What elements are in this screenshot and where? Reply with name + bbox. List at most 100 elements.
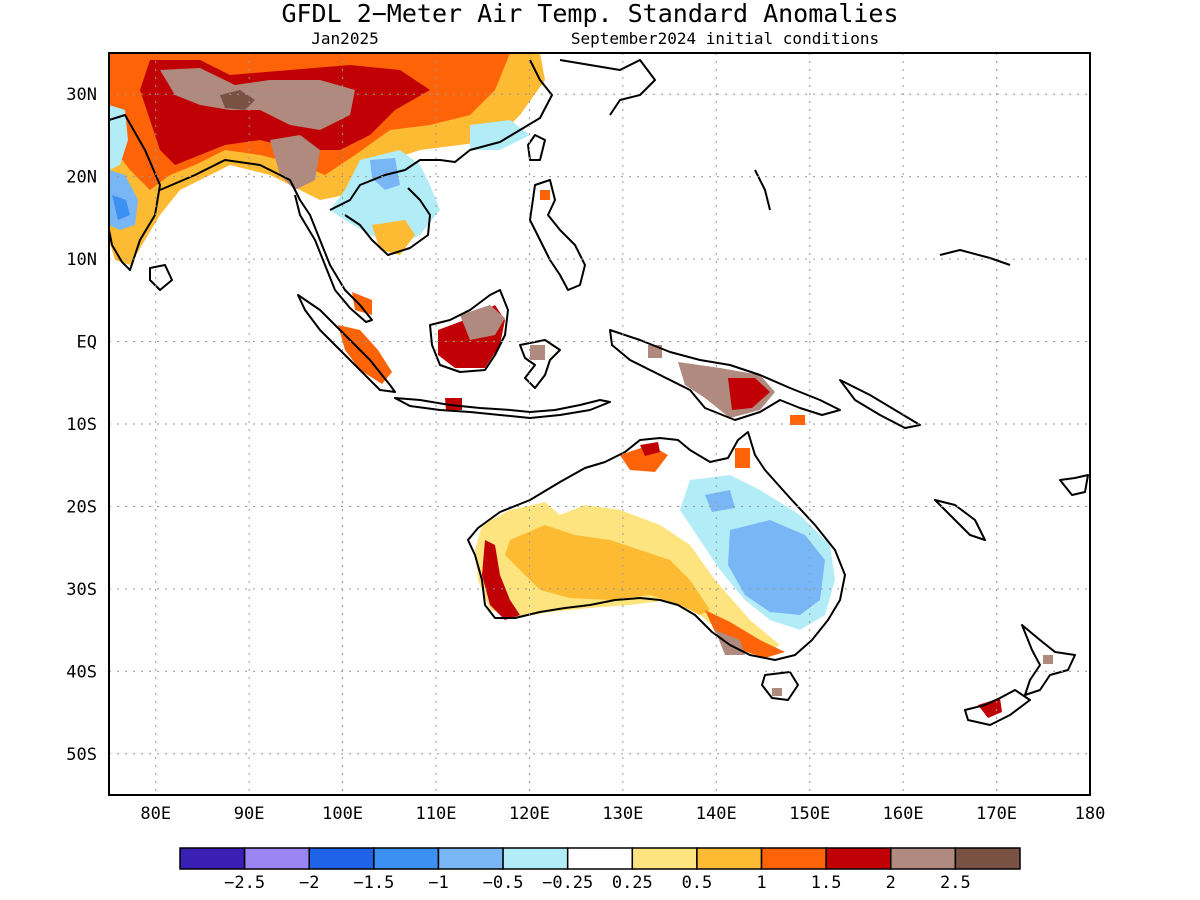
colorbar-swatch-0 bbox=[179, 847, 246, 870]
colorbar-legend bbox=[179, 847, 1021, 870]
colorbar-tick-labels: −2.5 −2 −1.5 −1 −0.5 −0.25 0.25 0.5 1 1.5 2 2.5 bbox=[224, 873, 971, 893]
coast-indochina-china bbox=[329, 59, 553, 211]
latitude-axis-labels: 30N 20N 10N EQ 10S 20S 30S 40S 50S bbox=[66, 85, 97, 765]
map-title: GFDL 2−Meter Air Temp. Standard Anomalie… bbox=[281, 0, 898, 28]
lon-label-140: 140E bbox=[696, 804, 737, 824]
colorbar-swatch-6 bbox=[566, 847, 634, 870]
coast-sri-lanka bbox=[149, 264, 173, 291]
lon-label-150: 150E bbox=[789, 804, 830, 824]
anomaly-india-cold bbox=[112, 195, 130, 220]
anomaly-india-cool bbox=[109, 105, 128, 170]
lon-label-120: 120E bbox=[509, 804, 550, 824]
coast-new-guinea bbox=[609, 329, 841, 421]
colorbar-tick-9: 1.5 bbox=[811, 873, 842, 893]
longitude-axis-labels: 80E 90E 100E 110E 120E 130E 140E 150E 160E 170E 18… bbox=[140, 804, 1105, 824]
coast-taiwan bbox=[527, 134, 546, 161]
map-plot-area bbox=[109, 53, 1090, 795]
anomaly-new-guinea-very-warm bbox=[728, 378, 770, 410]
anomaly-se-australia-warm bbox=[705, 610, 785, 658]
colorbar-swatch-5 bbox=[502, 847, 569, 870]
anomaly-qld-cooler bbox=[728, 520, 825, 615]
anomaly-indochina-cool bbox=[330, 150, 440, 245]
lon-label-160: 160E bbox=[883, 804, 924, 824]
coast-new-caledonia bbox=[934, 499, 986, 541]
lat-label--30: 30S bbox=[66, 580, 97, 600]
anomaly-new-zealand-very-warm bbox=[978, 698, 1002, 718]
anomaly-borneo-extreme bbox=[460, 305, 505, 340]
anomaly-tibet-max bbox=[220, 90, 255, 110]
colorbar-tick-1: −2 bbox=[299, 873, 319, 893]
lat-label--40: 40S bbox=[66, 662, 97, 682]
colorbar-tick-11: 2.5 bbox=[940, 873, 971, 893]
lon-label-100: 100E bbox=[322, 804, 363, 824]
anomaly-top-end-very-warm bbox=[640, 442, 660, 456]
coast-australia bbox=[467, 431, 846, 661]
lat-label-30: 30N bbox=[66, 85, 97, 105]
anomaly-malaya-warm bbox=[352, 292, 372, 315]
anomaly-java-warm bbox=[445, 398, 462, 410]
colorbar-swatch-1 bbox=[243, 847, 310, 870]
anomaly-nz-north-extreme bbox=[1043, 655, 1053, 664]
coast-solomon-islands bbox=[839, 379, 921, 429]
lat-label--20: 20S bbox=[66, 497, 97, 517]
coast-sulawesi bbox=[519, 339, 561, 389]
colorbar-swatch-9 bbox=[760, 847, 827, 870]
anomaly-tibet-extreme-warm bbox=[160, 68, 355, 130]
colorbar-swatch-2 bbox=[308, 847, 375, 870]
map-frame bbox=[108, 52, 1091, 796]
anomaly-shading bbox=[109, 53, 1053, 718]
anomaly-sulawesi-extreme bbox=[530, 345, 545, 360]
lon-label-130: 130E bbox=[602, 804, 643, 824]
coast-sumatra bbox=[297, 294, 396, 393]
coast-bay-of-bengal-malaya bbox=[159, 159, 373, 323]
coast-gulf-of-thailand bbox=[344, 187, 431, 256]
colorbar-tick-3: −1 bbox=[428, 873, 448, 893]
anomaly-cape-york-warm bbox=[735, 448, 750, 468]
colorbar-swatch-8 bbox=[696, 847, 763, 870]
lon-label-110: 110E bbox=[416, 804, 457, 824]
lat-label-20: 20N bbox=[66, 168, 97, 188]
anomaly-luzon-warm bbox=[540, 190, 550, 200]
map-subtitle-date: Jan2025 bbox=[311, 29, 378, 48]
lat-label--10: 10S bbox=[66, 415, 97, 435]
anomaly-png-east-warm bbox=[790, 415, 805, 425]
colorbar-tick-7: 0.5 bbox=[682, 873, 713, 893]
anomaly-china-coast-cool bbox=[470, 120, 530, 150]
colorbar-tick-8: 1 bbox=[756, 873, 766, 893]
lon-label-80: 80E bbox=[140, 804, 171, 824]
colorbar-swatch-10 bbox=[825, 847, 892, 870]
colorbar-tick-2: −1.5 bbox=[353, 873, 394, 893]
graticule bbox=[109, 53, 1090, 795]
coast-india bbox=[109, 114, 161, 271]
coast-borneo bbox=[429, 289, 509, 373]
colorbar-swatch-7 bbox=[631, 847, 698, 870]
colorbar-tick-5: −0.25 bbox=[542, 873, 593, 893]
lon-label-180: 180 bbox=[1075, 804, 1106, 824]
map-subtitle-initial-conditions: September2024 initial conditions bbox=[571, 29, 879, 48]
coastlines bbox=[109, 59, 1089, 726]
colorbar-tick-4: −0.5 bbox=[483, 873, 524, 893]
coast-micronesia-dots bbox=[939, 249, 1011, 266]
colorbar-swatch-4 bbox=[437, 847, 504, 870]
coast-japan-korea bbox=[559, 59, 656, 116]
colorbar-tick-6: 0.25 bbox=[612, 873, 653, 893]
lat-label-0: EQ bbox=[77, 333, 97, 353]
coast-philippines bbox=[529, 179, 586, 291]
coast-nz-north-island bbox=[1021, 624, 1076, 696]
colorbar-tick-10: 2 bbox=[886, 873, 896, 893]
anomaly-australia-warm bbox=[505, 525, 710, 615]
anomaly-sw-australia-very-warm bbox=[482, 540, 520, 620]
anomaly-cambodia-warm bbox=[372, 220, 415, 255]
colorbar-swatch-3 bbox=[373, 847, 440, 870]
coast-fiji bbox=[1059, 474, 1089, 496]
lat-label--50: 50S bbox=[66, 745, 97, 765]
lon-label-170: 170E bbox=[976, 804, 1017, 824]
anomaly-tasmania-extreme bbox=[772, 688, 782, 696]
coast-nz-south-island bbox=[964, 689, 1031, 726]
anomaly-nt-cool-spot bbox=[705, 490, 735, 512]
coast-tasmania bbox=[761, 671, 799, 701]
lat-label-10: 10N bbox=[66, 250, 97, 270]
lon-label-90: 90E bbox=[234, 804, 265, 824]
colorbar-swatch-11 bbox=[890, 847, 957, 870]
